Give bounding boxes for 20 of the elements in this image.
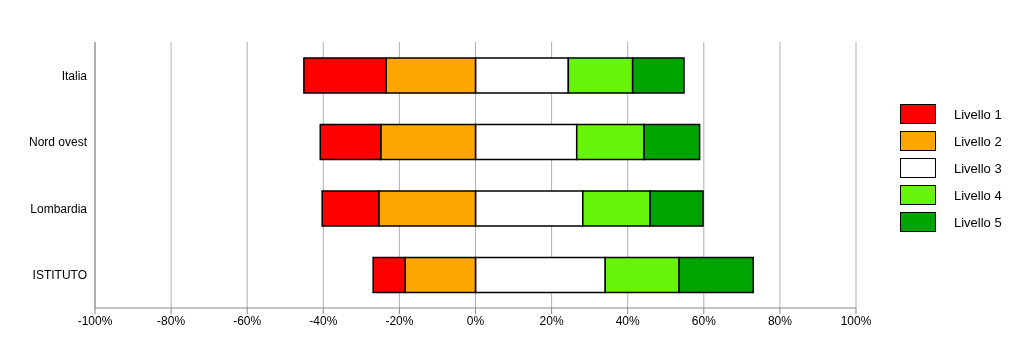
x-tick-label: 80%: [767, 313, 793, 328]
y-tick-label: Nord ovest: [28, 135, 88, 150]
x-tick-label: 100%: [840, 313, 872, 328]
y-tick-label: Lombardia: [30, 201, 88, 216]
x-tick-label: 60%: [691, 313, 717, 328]
legend-label: Livello 5: [954, 214, 1002, 230]
x-tick-label: 20%: [539, 313, 564, 328]
x-tick-label: -80%: [157, 313, 186, 328]
legend-label: Livello 4: [954, 187, 1002, 203]
x-tick-label: -40%: [309, 313, 338, 328]
legend-label: Livello 1: [954, 106, 1002, 122]
x-tick-label: -60%: [233, 313, 262, 328]
legend-label: Livello 3: [954, 160, 1002, 176]
legend-label: Livello 2: [954, 133, 1002, 149]
y-tick-label: Italia: [61, 68, 88, 83]
x-tick-label: 0%: [466, 313, 485, 328]
x-tick-label: -20%: [385, 313, 414, 328]
x-tick-label: -100%: [77, 313, 113, 328]
y-tick-label: ISTITUTO: [32, 268, 87, 283]
x-tick-label: 40%: [615, 313, 641, 328]
